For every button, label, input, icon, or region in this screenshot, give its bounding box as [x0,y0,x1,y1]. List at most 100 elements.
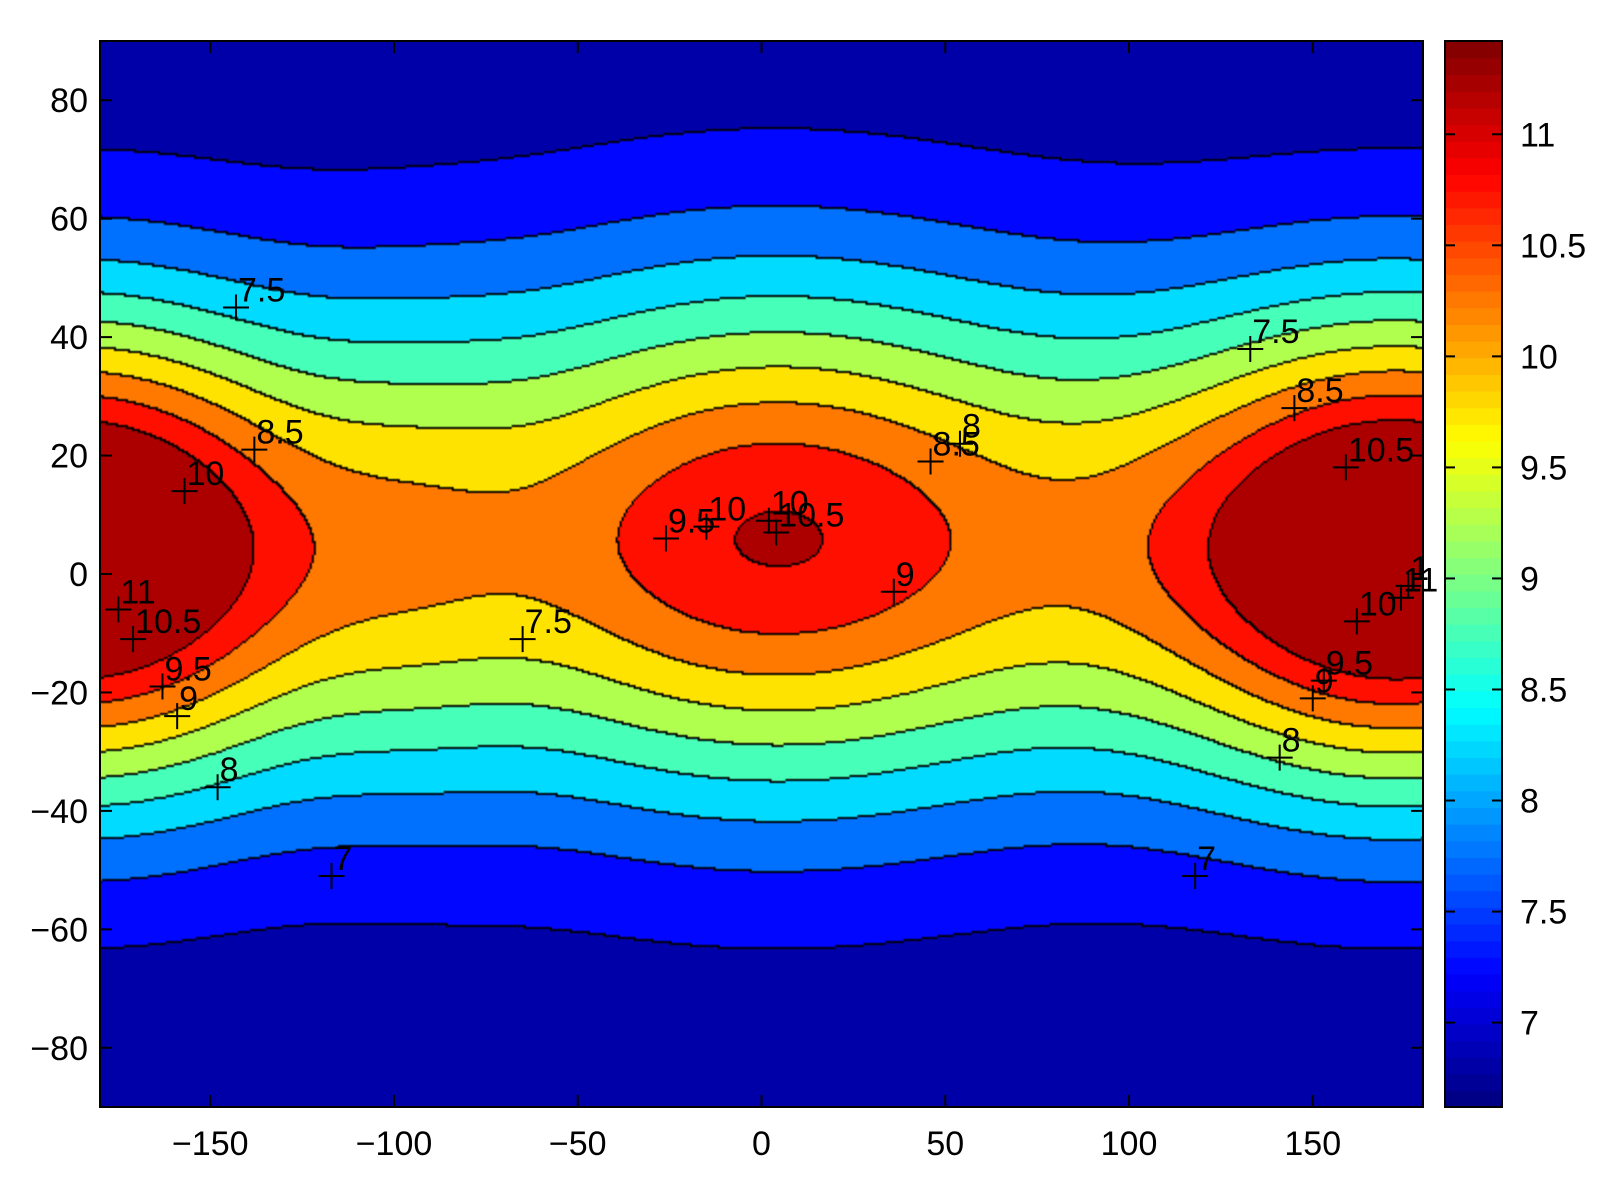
colorbar-swatch [1445,90,1502,109]
contour-label-marker [120,626,147,653]
colorbar-tick-label: 8 [1520,783,1539,821]
contour-label: 1 [1410,550,1429,588]
colorbar-swatch [1445,307,1502,325]
contour-label: 8 [1282,722,1301,760]
colorbar-swatch [1445,873,1502,892]
y-axis: −80 −60 −40 −20 0 20 40 60 80 [30,82,1423,1068]
colorbar-swatch [1445,357,1502,375]
contour-label: 10.5 [1348,431,1414,469]
colorbar-swatch [1445,324,1502,342]
colorbar-swatch [1445,1073,1502,1092]
colorbar-tick-label: 9.5 [1520,449,1567,487]
colorbar-swatch [1445,840,1502,858]
colorbar-tick-label: 10.5 [1520,227,1586,265]
contour-label-marker [164,703,191,730]
x-tick-label: 150 [1284,1125,1341,1163]
contour-label: 10 [1359,585,1397,623]
contour-label-marker [1387,584,1414,611]
x-tick-label: −100 [356,1125,433,1163]
colorbar-swatch [1445,1090,1502,1108]
x-tick-label: −150 [172,1125,249,1163]
colorbar-swatch [1445,690,1502,709]
x-tick-label: 0 [752,1125,771,1163]
colorbar: 7 7.5 8 8.5 9 9.5 10 10.5 11 [1444,40,1586,1108]
contour-label: 8 [962,408,981,446]
colorbar-swatch [1445,640,1502,659]
colorbar-swatch [1445,207,1502,226]
y-tick-label: −80 [30,1030,88,1068]
colorbar-swatch [1445,940,1502,958]
colorbar-swatch [1445,540,1502,559]
colorbar-swatch [1445,990,1502,1008]
colorbar-swatch [1445,57,1502,76]
contour-label-marker [1281,395,1308,422]
colorbar-swatch [1445,457,1502,475]
contour-label-marker [693,513,720,540]
colorbar-swatch [1445,224,1502,242]
colorbar-swatch [1445,524,1502,542]
colorbar-swatch [1445,957,1502,975]
colorbar-swatch [1445,923,1502,942]
y-tick-label: 40 [50,319,88,357]
colorbar-tick-label: 9 [1520,560,1539,598]
contour-label-marker [755,507,782,534]
contour-label-marker [946,430,973,457]
y-tick-label: 0 [69,556,88,594]
contour-label: 10 [708,491,746,529]
contour-label-marker [171,478,198,505]
contour-label-marker [1343,608,1370,635]
contour-label-marker [880,578,907,605]
colorbar-swatch [1445,240,1502,259]
colorbar-swatch [1445,107,1502,126]
colorbar-swatch [1445,557,1502,575]
colorbar-swatch [1445,374,1502,392]
colorbar-swatch [1445,340,1502,359]
contour-label-marker [1299,685,1326,712]
contour-label: 9.5 [1326,645,1373,683]
contour-label: 10.5 [135,603,201,641]
colorbar-tick-label: 11 [1520,116,1555,154]
colorbar-swatch [1445,890,1502,908]
colorbar-swatch [1445,823,1502,842]
colorbar-swatch [1445,607,1502,625]
y-tick-label: −40 [30,793,88,831]
contour-label-marker [1182,863,1209,890]
contour-label-marker [917,448,944,475]
contour-label: 11 [120,574,155,612]
colorbar-frame [1444,40,1503,1108]
colorbar-swatch [1445,290,1502,309]
y-tick-label: 20 [50,438,88,476]
colorbar-swatch [1445,807,1502,825]
colorbar-tick-label: 8.5 [1520,671,1567,709]
contour-label-marker [1395,572,1422,599]
colorbar-swatch [1445,590,1502,609]
colorbar-swatch [1445,790,1502,808]
colorbar-swatch [1445,973,1502,992]
contour-label: 8 [220,751,239,789]
contour-label-marker [1237,335,1264,362]
contour-label: 9 [179,680,198,718]
colorbar-swatch [1445,174,1502,192]
colorbar-swatch [1445,407,1502,425]
colorbar-swatch [1445,657,1502,675]
colorbar-swatch [1445,440,1502,459]
colorbar-swatch [1445,1007,1502,1025]
colorbar-swatch [1445,41,1502,59]
colorbar-swatch [1445,1057,1502,1075]
colorbar-tick-label: 7 [1520,1005,1539,1043]
contour-label-marker [149,673,176,700]
contour-label-marker [204,774,231,801]
plot-area [99,40,1424,1108]
contour-label: 7.5 [1252,313,1299,351]
contour-label-marker [241,436,268,463]
colorbar-swatch [1445,574,1502,592]
colorbar-swatch [1445,124,1502,142]
colorbar-swatch [1445,723,1502,742]
filled-contour-bands [100,41,1423,1107]
contour-label-marker [105,596,132,623]
colorbar-swatch [1445,707,1502,725]
colorbar-swatch [1445,740,1502,759]
colorbar-swatch [1445,157,1502,176]
